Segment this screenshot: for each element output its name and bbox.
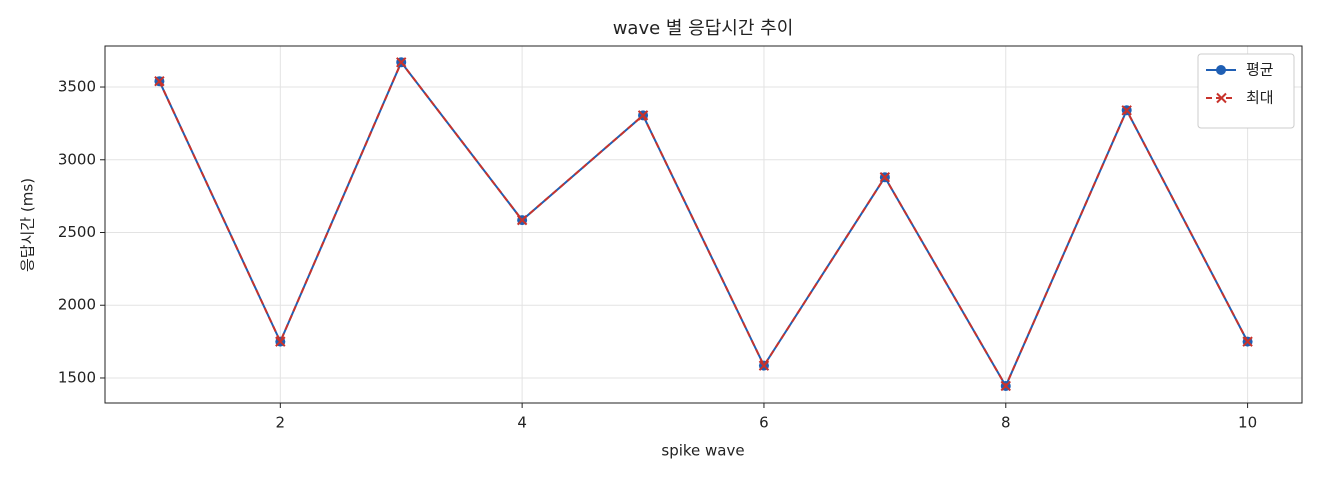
x-tick-label: 10 (1238, 414, 1257, 432)
marker-stroke (275, 336, 286, 347)
x-tick-label: 2 (276, 414, 286, 432)
marker-stroke (637, 110, 649, 121)
data-point (396, 57, 407, 68)
y-tick-label: 2000 (58, 296, 96, 314)
legend-marker-dot (1216, 65, 1226, 75)
x-tick-label: 6 (759, 414, 769, 432)
x-tick-label: 8 (1001, 414, 1011, 432)
data-point (758, 360, 770, 371)
marker-stroke (1121, 105, 1132, 116)
data-point (1242, 336, 1253, 347)
chart-title: wave 별 응답시간 추이 (613, 18, 794, 39)
data-point (1000, 380, 1011, 392)
y-tick-label: 3000 (58, 150, 96, 168)
y-tick-label: 3500 (58, 78, 96, 96)
marker-stroke (516, 214, 528, 226)
plot-frame (104, 45, 1303, 404)
y-tick-label: 1500 (58, 368, 96, 386)
legend-label: 평균 (1246, 61, 1274, 79)
marker-stroke (879, 172, 891, 183)
data-point (154, 75, 165, 87)
marker-stroke (758, 360, 770, 371)
legend-marker-x (1216, 92, 1227, 104)
legend-marker (1216, 92, 1227, 104)
marker-stroke (1000, 380, 1011, 392)
marker-stroke (1242, 336, 1253, 347)
y-axis-label: 응답시간 (ms) (19, 178, 37, 272)
marker-stroke (154, 75, 165, 87)
data-point (516, 214, 528, 226)
data-point (637, 110, 649, 121)
legend-label: 최대 (1246, 89, 1274, 107)
legend-marker (1216, 65, 1226, 75)
marker-stroke (396, 57, 407, 68)
series-line (158, 60, 1249, 389)
data-point (1121, 105, 1132, 116)
x-axis-label: spike wave (661, 442, 744, 460)
series-line (158, 60, 1249, 389)
x-tick-label: 4 (517, 414, 527, 432)
y-tick-label: 2500 (58, 223, 96, 241)
data-point (275, 336, 286, 347)
data-point (879, 172, 891, 183)
